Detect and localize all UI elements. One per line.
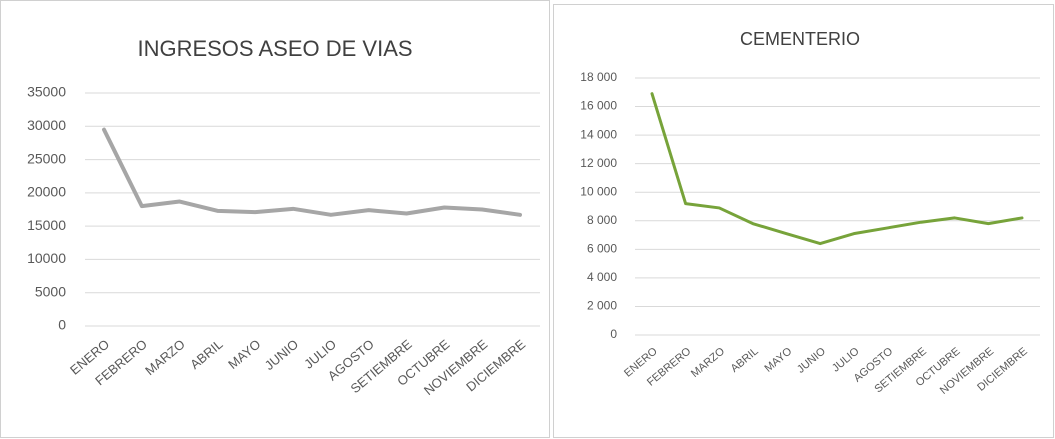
- y-tick-label: 15000: [27, 217, 66, 233]
- y-tick-label: 14 000: [580, 127, 617, 141]
- y-tick-label: 6 000: [587, 242, 617, 256]
- y-tick-label: 30000: [27, 117, 66, 133]
- y-tick-label: 18 000: [580, 70, 617, 84]
- y-tick-label: 16 000: [580, 99, 617, 113]
- y-tick-label: 0: [58, 317, 66, 333]
- y-tick-label: 5000: [35, 283, 66, 299]
- y-tick-label: 25000: [27, 150, 66, 166]
- y-tick-label: 12 000: [580, 156, 617, 170]
- y-tick-label: 4 000: [587, 270, 617, 284]
- y-tick-label: 0: [610, 327, 617, 341]
- y-tick-label: 10000: [27, 250, 66, 266]
- y-tick-label: 2 000: [587, 299, 617, 313]
- series-line: [650, 92, 1024, 246]
- y-tick-label: 20000: [27, 184, 66, 200]
- chart-frame: [0, 0, 550, 438]
- series-line: [102, 127, 522, 217]
- y-tick-label: 8 000: [587, 213, 617, 227]
- y-tick-label: 10 000: [580, 184, 617, 198]
- chart-title: INGRESOS ASEO DE VIAS: [137, 36, 412, 61]
- y-tick-label: 35000: [27, 84, 66, 100]
- chart-title: CEMENTERIO: [740, 29, 860, 49]
